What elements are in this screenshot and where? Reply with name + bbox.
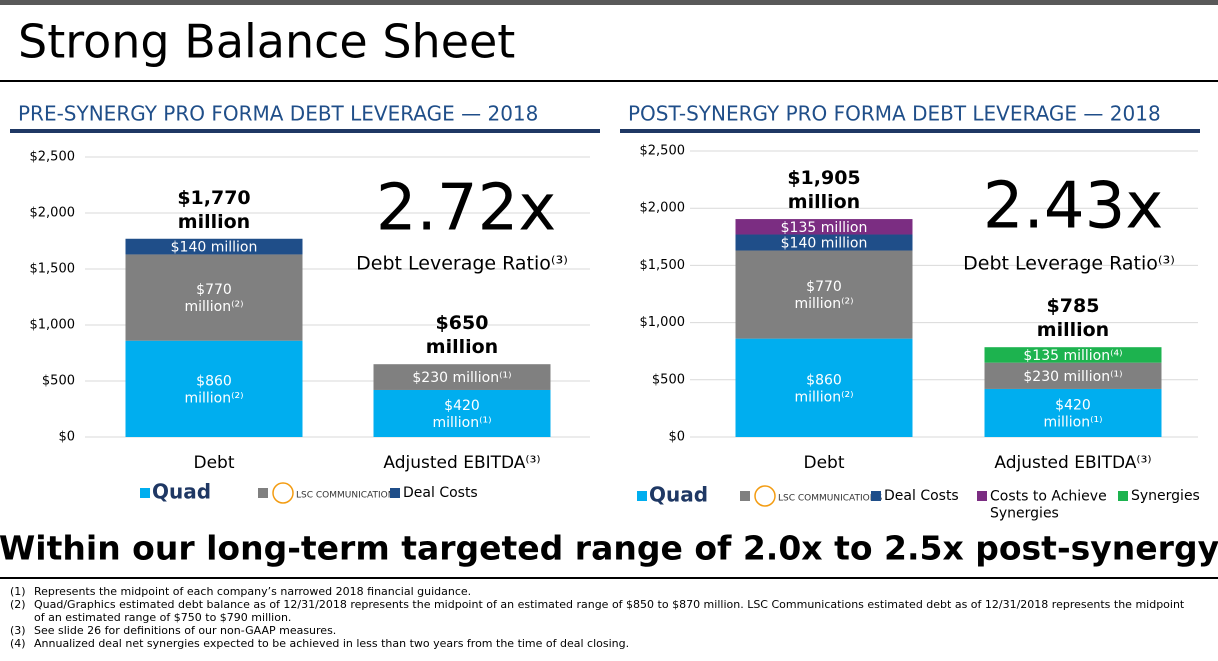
y-tick-label: $2,500	[640, 144, 686, 159]
footnote-marker: (3)	[10, 624, 26, 637]
value-label: $860 million⁽²⁾	[794, 372, 853, 405]
value-label: $135 million	[781, 220, 868, 236]
y-tick-label: $2,000	[640, 201, 686, 216]
footnote-marker: (4)	[10, 637, 26, 650]
legend-label: Deal Costs	[884, 488, 959, 504]
footnote-marker: (2)	[10, 598, 26, 611]
legend-swatch	[871, 491, 881, 501]
total-label: $785 million	[1037, 295, 1109, 341]
footnote-text: See slide 26 for definitions of our non-…	[34, 624, 337, 637]
ratio-label: Debt Leverage Ratio⁽³⁾	[356, 253, 568, 275]
ratio: 2.72x	[376, 172, 556, 246]
legend-label: LSC COMMUNICATIONS	[778, 494, 882, 504]
y-tick-label: $500	[42, 374, 75, 389]
slide-title: Strong Balance Sheet	[18, 15, 515, 69]
footnote: (1) Represents the midpoint of each compa…	[10, 585, 1195, 598]
legend-swatch	[258, 488, 268, 498]
legend-label: Quad	[649, 483, 708, 507]
bar-segment	[125, 254, 303, 341]
value-label: $140 million	[781, 236, 868, 252]
bar-segment	[735, 338, 913, 437]
footnote: (4) Annualized deal net synergies expecte…	[10, 637, 1195, 650]
value-label: $140 million	[171, 240, 258, 256]
bar-segment	[735, 219, 913, 235]
legend-swatch	[390, 488, 400, 498]
legend-label: Deal Costs	[403, 485, 478, 501]
x-tick-label: Debt	[803, 453, 844, 473]
chart-title: PRE-SYNERGY PRO FORMA DEBT LEVERAGE — 20…	[18, 102, 538, 126]
value-label: $230 million⁽¹⁾	[412, 370, 511, 386]
value-label: $230 million⁽¹⁾	[1023, 369, 1122, 385]
bar-segment	[984, 362, 1162, 389]
bar-segment	[125, 340, 303, 437]
lsc-logo	[272, 482, 294, 504]
value-label: $770 million⁽²⁾	[794, 279, 853, 312]
footnote-text: Annualized deal net synergies expected t…	[34, 637, 630, 650]
legend-swatch	[1118, 491, 1128, 501]
bar-segment	[735, 250, 913, 339]
y-tick-label: $1,500	[640, 258, 686, 273]
x-tick-label: Adjusted EBITDA⁽³⁾	[994, 453, 1151, 473]
footnote: (2) Quad/Graphics estimated debt balance …	[10, 598, 1195, 624]
footnote: (3) See slide 26 for definitions of our n…	[10, 624, 1195, 637]
y-tick-label: $500	[652, 372, 685, 387]
legend-swatch	[140, 488, 150, 498]
banner: Within our long-term targeted range of 2…	[0, 529, 1218, 568]
total-label: $650 million	[426, 312, 498, 358]
footnote-marker: (1)	[10, 585, 26, 598]
lsc-logo	[754, 485, 776, 507]
bar-segment	[373, 389, 551, 437]
y-tick-label: $2,500	[30, 150, 76, 165]
total-label: $1,770 million	[177, 186, 250, 232]
x-tick-label: Debt	[193, 453, 234, 473]
y-tick-label: $0	[58, 430, 75, 445]
legend-label: Costs to Achieve Synergies	[990, 489, 1107, 522]
y-tick-label: $2,000	[30, 206, 76, 221]
bar-segment	[373, 364, 551, 390]
ratio: 2.43x	[983, 170, 1163, 244]
bar-segment	[984, 347, 1162, 363]
bar-segment	[125, 238, 303, 255]
legend-swatch	[637, 491, 647, 501]
legend-label: Quad	[152, 480, 211, 504]
top-bar	[0, 0, 1218, 5]
value-label: $135 million⁽⁴⁾	[1023, 348, 1122, 364]
value-label: $770 million⁽²⁾	[184, 282, 243, 315]
y-tick-label: $1,000	[30, 318, 76, 333]
y-tick-label: $1,000	[640, 315, 686, 330]
legend-label: Synergies	[1131, 488, 1200, 504]
y-tick-label: $0	[668, 430, 685, 445]
value-label: $420 million⁽¹⁾	[1043, 397, 1102, 430]
bar-segment	[984, 388, 1162, 437]
legend-swatch	[977, 491, 987, 501]
footnotes: (1) Represents the midpoint of each compa…	[10, 585, 1195, 650]
y-tick-label: $1,500	[30, 262, 76, 277]
value-label: $420 million⁽¹⁾	[432, 398, 491, 431]
legend-swatch	[740, 491, 750, 501]
chart-title: POST-SYNERGY PRO FORMA DEBT LEVERAGE — 2…	[628, 102, 1161, 126]
x-tick-label: Adjusted EBITDA⁽³⁾	[383, 453, 540, 473]
total-label: $1,905 million	[787, 167, 860, 213]
ratio-label: Debt Leverage Ratio⁽³⁾	[963, 253, 1175, 275]
footnote-text: Represents the midpoint of each company’…	[34, 585, 472, 598]
bar-segment	[735, 234, 913, 251]
footnote-text: Quad/Graphics estimated debt balance as …	[34, 598, 1185, 624]
value-label: $860 million⁽²⁾	[184, 373, 243, 406]
legend-label: LSC COMMUNICATIONS	[296, 491, 400, 501]
